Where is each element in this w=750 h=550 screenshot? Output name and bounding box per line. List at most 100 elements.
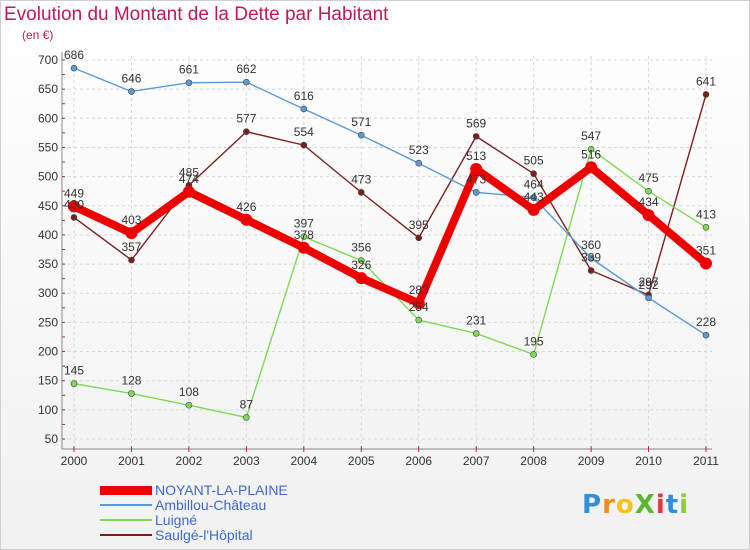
- data-point: [125, 227, 138, 240]
- data-label: 254: [409, 300, 429, 314]
- series-lines: [68, 64, 712, 421]
- data-label: 547: [581, 129, 601, 143]
- data-label: 145: [64, 364, 84, 378]
- logo-letter: t: [665, 490, 680, 520]
- data-label: 297: [639, 275, 659, 289]
- x-tick-label: 2005: [348, 454, 375, 468]
- data-point: [182, 185, 195, 198]
- data-point: [357, 257, 365, 264]
- data-point: [587, 267, 595, 274]
- data-label: 473: [351, 172, 371, 186]
- x-tick-label: 2008: [520, 454, 547, 468]
- data-point: [300, 141, 308, 149]
- y-tick-label: 200: [38, 345, 58, 359]
- data-label: 283: [409, 283, 429, 297]
- y-tick-label: 550: [38, 140, 58, 154]
- data-label: 397: [294, 217, 314, 231]
- data-point: [240, 213, 253, 226]
- proxiti-logo: ProXiti: [582, 490, 689, 520]
- series-line-1: [73, 67, 707, 336]
- x-tick-label: 2009: [578, 454, 605, 468]
- data-label: 523: [409, 143, 429, 157]
- data-point: [702, 224, 710, 231]
- data-point: [702, 331, 710, 339]
- logo-letter: P: [582, 490, 603, 520]
- data-label: 356: [351, 241, 371, 255]
- data-point: [530, 351, 537, 358]
- data-point: [412, 297, 425, 310]
- data-point: [530, 194, 537, 201]
- data-label: 662: [236, 62, 256, 76]
- chart-title: Evolution du Montant de la Dette par Hab…: [4, 4, 389, 25]
- data-label: 351: [696, 243, 716, 257]
- legend-swatch: [100, 519, 152, 521]
- data-point: [70, 380, 78, 387]
- data-point: [415, 159, 423, 167]
- data-label: 505: [524, 154, 544, 168]
- data-point: [243, 78, 250, 86]
- data-label: 128: [121, 374, 141, 388]
- y-tick-label: 450: [38, 199, 58, 213]
- y-tick-label: 600: [38, 111, 58, 125]
- axes: 50 100 150 200 250 300 350 400 450 500 550 600 650 70…: [38, 52, 719, 468]
- data-point: [415, 316, 423, 324]
- data-point: [527, 203, 540, 216]
- data-label: 474: [179, 172, 199, 186]
- data-point: [470, 163, 483, 176]
- data-label: 571: [351, 115, 371, 129]
- data-label: 378: [294, 228, 314, 242]
- data-label: 403: [121, 213, 141, 227]
- legend-swatch: [100, 486, 152, 495]
- data-point: [702, 91, 710, 98]
- data-label: 513: [466, 149, 486, 163]
- data-label: 443: [524, 190, 544, 204]
- data-label: 430: [64, 197, 84, 211]
- data-label: 326: [351, 258, 371, 272]
- logo-letter: X: [634, 490, 656, 520]
- logo-letter: r: [602, 490, 616, 520]
- y-tick-label: 350: [38, 257, 58, 271]
- data-point: [297, 241, 310, 254]
- data-label: 87: [240, 397, 254, 411]
- data-point: [300, 105, 308, 113]
- data-point: [70, 214, 78, 221]
- data-label: 646: [121, 71, 141, 85]
- grid: [62, 56, 712, 449]
- data-label: 228: [696, 315, 716, 329]
- data-point: [128, 88, 135, 95]
- data-label: 413: [696, 207, 716, 221]
- y-tick-label: 400: [38, 228, 58, 242]
- data-label: 616: [294, 89, 314, 103]
- data-label: 449: [64, 186, 84, 200]
- data-point: [68, 200, 80, 213]
- data-label: 473: [466, 172, 486, 186]
- x-tick-label: 2001: [118, 454, 145, 468]
- data-point: [357, 189, 365, 196]
- data-label: 357: [121, 240, 141, 254]
- data-point: [70, 64, 78, 72]
- legend-swatch: [100, 504, 152, 506]
- series-line-3: [73, 93, 707, 296]
- y-tick-label: 250: [38, 315, 58, 329]
- data-point: [585, 161, 598, 174]
- data-point: [415, 234, 423, 242]
- data-label: 577: [236, 112, 256, 126]
- data-label: 464: [524, 178, 544, 192]
- y-tick-label: 150: [38, 374, 58, 388]
- data-point: [243, 128, 250, 136]
- data-label: 475: [639, 171, 659, 185]
- y-tick-label: 100: [38, 403, 58, 417]
- x-tick-label: 2010: [635, 454, 662, 468]
- x-tick-label: 2004: [290, 454, 317, 468]
- data-label: 434: [639, 195, 659, 209]
- data-point: [300, 233, 308, 240]
- data-label: 195: [524, 334, 544, 348]
- data-point: [472, 133, 480, 140]
- data-point: [185, 79, 193, 87]
- data-point: [128, 256, 135, 264]
- legend-label: Saulgé-l'Hôpital: [155, 527, 253, 543]
- x-tick-label: 2006: [405, 454, 432, 468]
- data-point: [645, 294, 652, 302]
- data-point: [642, 209, 655, 222]
- chart-subtitle: (en €): [22, 28, 54, 42]
